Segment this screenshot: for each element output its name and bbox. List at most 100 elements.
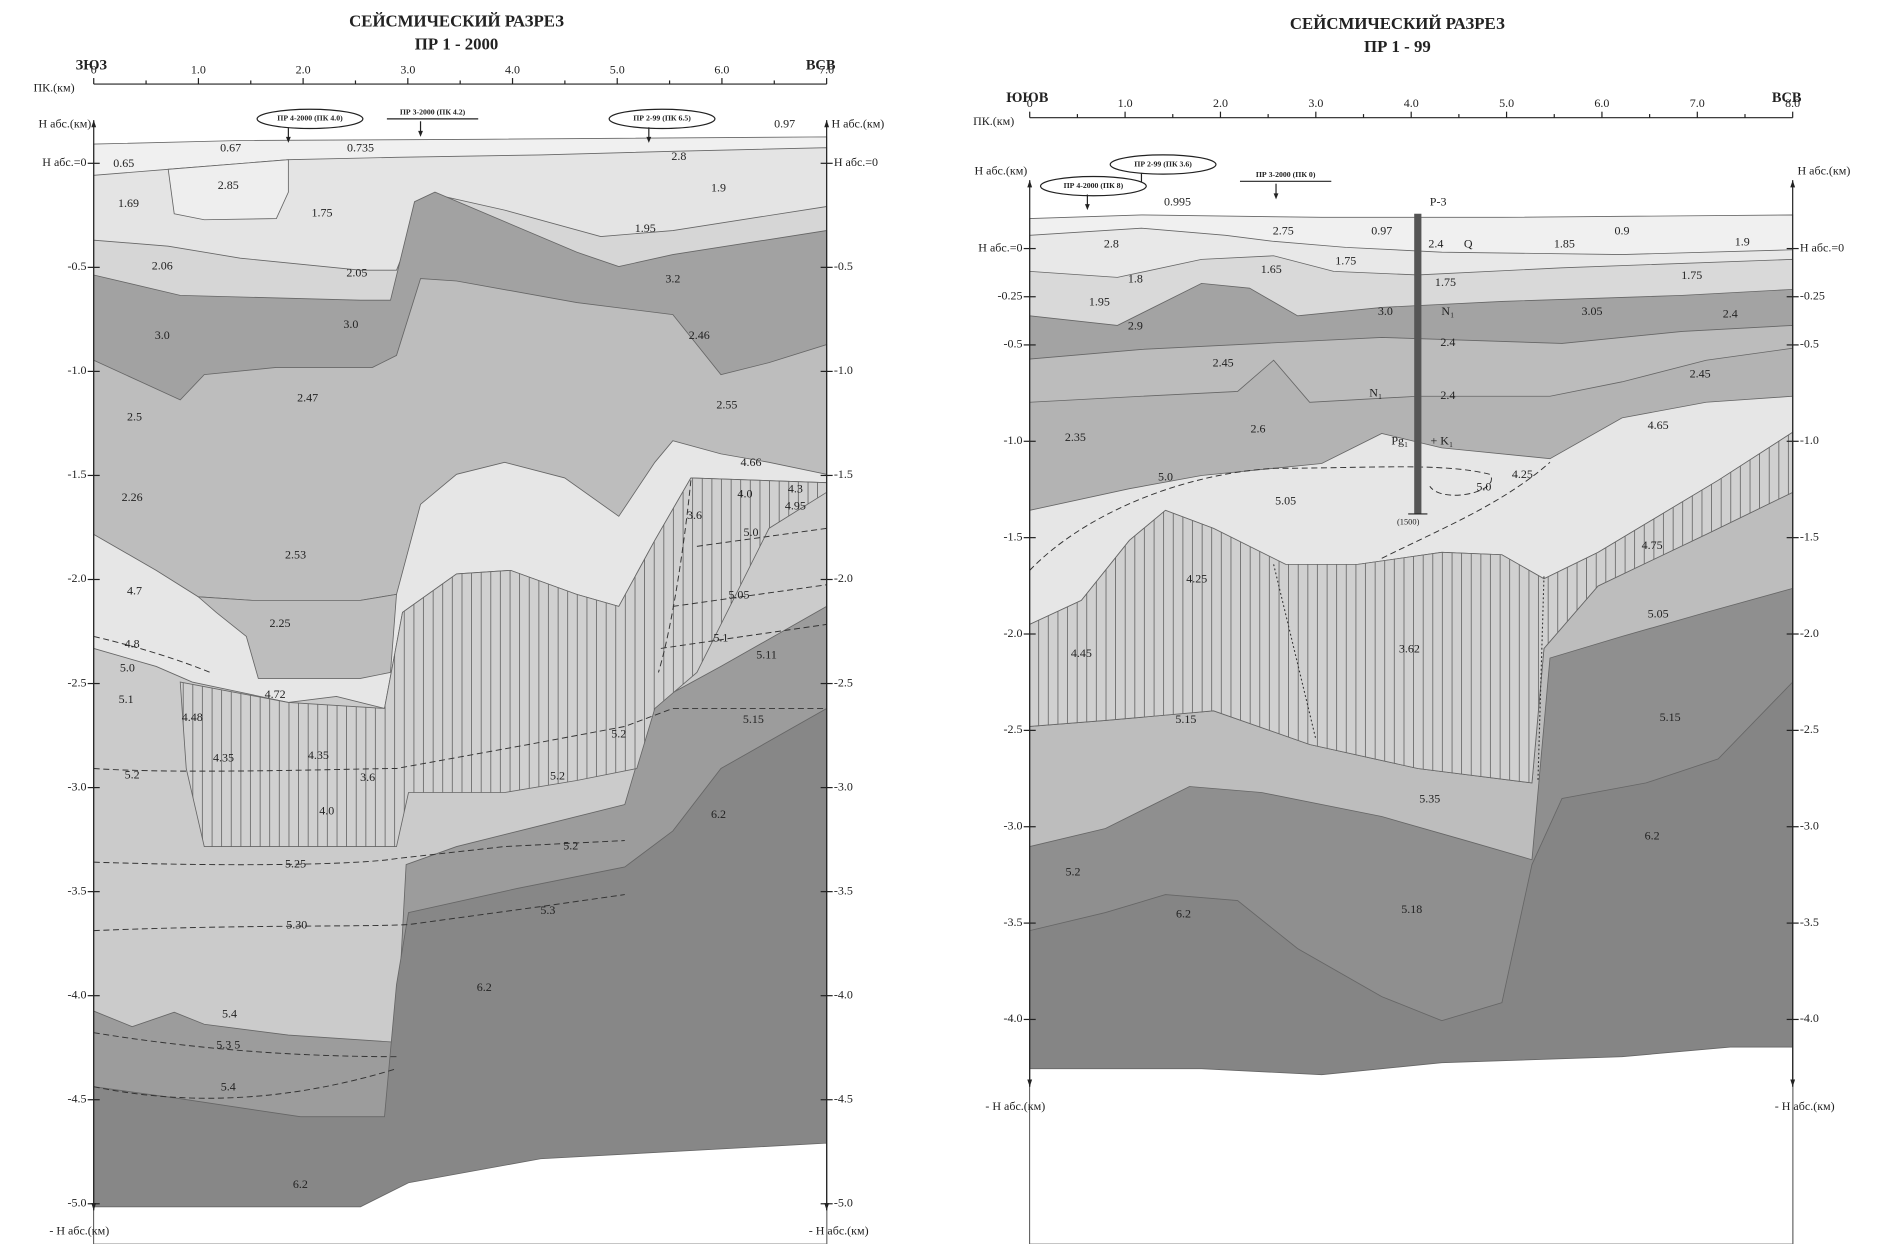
profile-ellipse — [608, 108, 716, 130]
velocity-label: 2.4 — [1440, 335, 1455, 349]
profile-label: ПР 4-2000 (ПК 8) — [1064, 181, 1124, 190]
velocity-label: 2.53 — [285, 548, 306, 562]
velocity-label: Pg₁ — [1391, 434, 1408, 448]
isoline — [657, 480, 692, 673]
velocity-label: 2.75 — [1273, 224, 1294, 238]
velocity-label: 0.9 — [1615, 224, 1630, 238]
depth-tick-label: -5.0 — [68, 1196, 87, 1210]
axis-arrow — [1790, 180, 1796, 188]
axis-arrow — [824, 1203, 830, 1211]
velocity-label: 2.26 — [122, 490, 143, 504]
x-tick-label: 7.0 — [1690, 96, 1705, 110]
velocity-label: 1.95 — [1089, 294, 1110, 308]
depth-tick-label: -1.5 — [834, 467, 853, 481]
profile-arrowhead — [285, 136, 291, 143]
velocity-label: 6.2 — [477, 980, 492, 994]
velocity-label: 6.2 — [1645, 829, 1660, 843]
isoline — [672, 584, 827, 607]
depth-tick-label: -3.5 — [1800, 915, 1819, 929]
velocity-label: 2.45 — [1213, 356, 1234, 370]
depth-tick-label: -1.5 — [68, 467, 87, 481]
x-tick-label: 0 — [1027, 96, 1033, 110]
velocity-label: 1.9 — [1735, 234, 1750, 248]
zero-label: Н абс.=0 — [978, 240, 1022, 254]
section-title: СЕЙСМИЧЕСКИЙ РАЗРЕЗ — [1290, 14, 1505, 33]
velocity-label: 2.85 — [218, 178, 239, 192]
isoline — [93, 1068, 397, 1099]
depth-tick-label: -4.0 — [68, 987, 87, 1001]
velocity-label: Q — [1464, 237, 1473, 251]
x-tick-label: 4.0 — [1404, 96, 1419, 110]
velocity-label: 5.1 — [119, 692, 134, 706]
isoline — [1029, 466, 1492, 571]
velocity-label: 4.75 — [1642, 538, 1663, 552]
axis-arrow — [1790, 1079, 1796, 1087]
velocity-label: 5.11 — [756, 647, 777, 661]
x-tick-label: 3.0 — [1308, 96, 1323, 110]
depth-tick-label: -2.5 — [1003, 722, 1022, 736]
x-axis-label: ПК.(км) — [34, 81, 75, 95]
velocity-label: 5.4 — [221, 1080, 236, 1094]
velocity-label: 4.0 — [319, 803, 334, 817]
velocity-label: 5.2 — [611, 727, 626, 741]
section-bottom — [1029, 1046, 1794, 1244]
depth-tick-label: -4.0 — [1800, 1011, 1819, 1025]
x-tick-label: 6.0 — [714, 63, 729, 77]
velocity-label: 5.05 — [1648, 607, 1669, 621]
bottom-label: - Н абс.(км) — [49, 1224, 109, 1238]
isoline — [93, 707, 827, 772]
velocity-label: 2.8 — [671, 149, 686, 163]
velocity-label: 4.65 — [1648, 418, 1669, 432]
layer-body — [197, 593, 397, 679]
velocity-label: 1.85 — [1554, 237, 1575, 251]
velocity-label: 5.4 — [222, 1006, 237, 1020]
zero-label: Н абс.=0 — [834, 155, 878, 169]
velocity-label: 4.72 — [265, 687, 286, 701]
profile-label: ПР 2-99 (ПК 3.6) — [1134, 159, 1192, 168]
borehole — [1414, 213, 1422, 514]
depth-tick-label: -4.0 — [834, 987, 853, 1001]
depth-tick-label: -1.0 — [834, 363, 853, 377]
direction-left: ЗЮЗ — [76, 57, 108, 73]
isoline — [660, 623, 827, 649]
velocity-label: 4.95 — [785, 498, 806, 512]
axis-arrow — [1027, 1079, 1033, 1087]
depth-tick-label: -1.5 — [1003, 529, 1022, 543]
x-tick-label: 5.0 — [610, 63, 625, 77]
velocity-label: 5.35 — [1419, 791, 1440, 805]
velocity-label: 4.45 — [1071, 646, 1092, 660]
depth-tick-label: -0.5 — [1003, 337, 1022, 351]
depth-tick-label: -1.0 — [1800, 433, 1819, 447]
velocity-label: + K₁ — [1431, 434, 1454, 448]
layer-body — [167, 159, 289, 221]
bottom-label: - Н абс.(км) — [809, 1224, 869, 1238]
x-tick-label: 7.0 — [819, 63, 834, 77]
depth-tick-label: -1.5 — [1800, 529, 1819, 543]
velocity-label: 2.35 — [1065, 430, 1086, 444]
depth-tick-label: -3.0 — [1800, 818, 1819, 832]
velocity-label: 2.5 — [127, 410, 142, 424]
velocity-label: 5.3 — [540, 903, 555, 917]
depth-tick-label: -2.0 — [834, 571, 853, 585]
velocity-label: 0.67 — [220, 141, 241, 155]
depth-tick-label: -5.0 — [834, 1196, 853, 1210]
velocity-label: 5.3 5 — [216, 1038, 240, 1052]
x-tick-label: 6.0 — [1594, 96, 1609, 110]
velocity-label: 0.65 — [113, 156, 134, 170]
velocity-label: 3.0 — [1378, 304, 1393, 318]
velocity-label: 5.05 — [728, 587, 749, 601]
velocity-label: 0.735 — [347, 141, 374, 155]
velocity-label: 2.25 — [269, 616, 290, 630]
velocity-label: 3.62 — [1399, 641, 1420, 655]
velocity-label: 5.05 — [1275, 494, 1296, 508]
velocity-label: 1.69 — [118, 196, 139, 210]
velocity-label: 5.2 — [550, 769, 565, 783]
velocity-label: 6.2 — [711, 807, 726, 821]
velocity-label: 5.25 — [285, 856, 306, 870]
velocity-label: 2.46 — [689, 328, 710, 342]
velocity-label: 4.35 — [308, 748, 329, 762]
x-axis-label: ПК.(км) — [973, 114, 1014, 128]
depth-tick-label: -0.25 — [1800, 288, 1825, 302]
velocity-label: 1.95 — [635, 221, 656, 235]
